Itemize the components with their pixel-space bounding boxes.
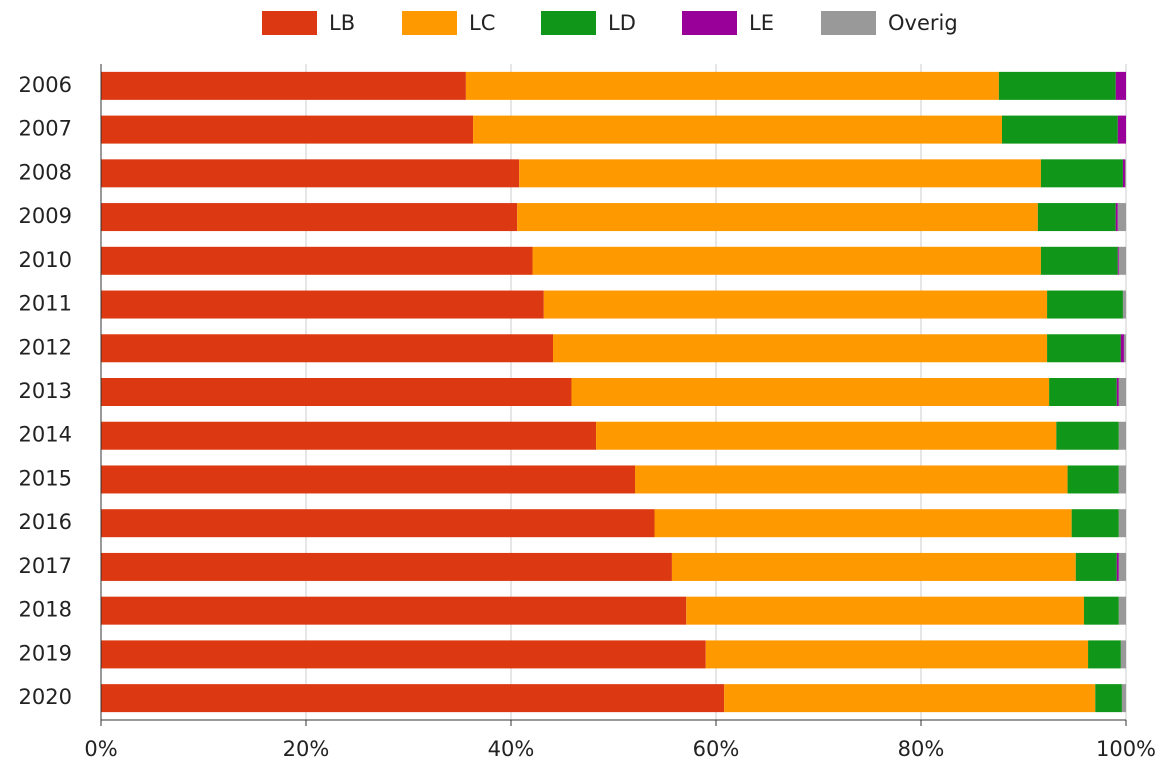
bar-segment [101,421,597,450]
legend-label: Overig [888,11,958,35]
bar-segment [519,159,1041,188]
legend-swatch [262,11,317,35]
y-tick-label: 2006 [19,73,72,97]
bar-segment [465,71,999,100]
bar-segment [532,246,1041,275]
y-tick-label: 2013 [19,379,72,403]
bar-segment [1088,640,1121,669]
bar-segment [553,334,1048,363]
bar-segment [635,465,1068,494]
bar-segment [1040,159,1123,188]
x-tick-label: 40% [488,737,535,761]
bar-segment [101,552,672,581]
bar-segment [1121,684,1126,713]
y-tick-label: 2010 [19,248,72,272]
bar-segment [596,421,1057,450]
bar-segment [101,509,655,538]
bar-segment [705,640,1089,669]
y-tick-label: 2014 [19,423,72,447]
bar-segment [1117,203,1126,232]
y-tick-label: 2011 [19,292,72,316]
bar-segment [1118,465,1126,494]
bar-segment [1047,334,1121,363]
bar-segment [671,552,1076,581]
x-tick-label: 60% [693,737,740,761]
y-tick-label: 2012 [19,335,72,359]
bar-segment [1118,378,1126,406]
bar-segment [101,465,636,494]
bar-segment [1047,290,1123,319]
y-tick-label: 2019 [19,641,72,665]
bar-segment [1075,552,1117,581]
bar-segment [1037,203,1116,232]
bar-segment [1117,246,1119,275]
legend-swatch [682,11,737,35]
y-tick-label: 2016 [19,510,72,534]
x-tick-label: 0% [84,737,117,761]
bar-segment [1118,552,1126,581]
bar-segment [101,203,518,232]
y-tick-label: 2015 [19,466,72,490]
bar-segment [517,203,1038,232]
bar-segment [101,684,725,713]
y-tick-label: 2017 [19,554,72,578]
bar-segment [473,115,1002,144]
bar-segment [1115,71,1126,100]
bar-segment [101,596,687,625]
bar-segment [1123,334,1126,363]
legend-label: LB [329,11,355,35]
bar-segment [101,334,554,363]
bar-segment [1115,203,1118,232]
bar-segment [101,115,474,144]
bar-segment [1120,334,1124,363]
bar-segment [1120,640,1126,669]
y-tick-label: 2018 [19,598,72,622]
bar-segment [686,596,1084,625]
bar-segment [1071,509,1119,538]
legend-swatch [541,11,596,35]
bar-segment [1122,159,1125,188]
bar-segment [1122,290,1126,319]
bar-segment [1118,509,1126,538]
bar-segment [1118,596,1126,625]
bar-segment [1118,421,1126,450]
bar-segment [101,159,520,188]
y-tick-label: 2020 [19,685,72,709]
y-tick-label: 2008 [19,160,72,184]
bar-segment [724,684,1096,713]
bar-segment [101,71,466,100]
x-tick-label: 100% [1096,737,1156,761]
bar-segment [1001,115,1118,144]
bar-segment [1118,246,1126,275]
bar-segment [1049,378,1117,406]
bar-segment [1067,465,1119,494]
bar-segment [1116,378,1119,406]
bar-segment [101,290,544,319]
bar-segment [101,640,706,669]
y-tick-label: 2009 [19,204,72,228]
legend-swatch [402,11,457,35]
bar-segment [1116,552,1119,581]
bar-segment [1124,159,1126,188]
bar-segment [1083,596,1119,625]
bar-segment [998,71,1116,100]
legend-label: LC [469,11,495,35]
legend-label: LD [608,11,636,35]
x-tick-label: 80% [898,737,945,761]
bar-segment [1095,684,1122,713]
bar-segment [101,378,572,406]
legend-swatch [821,11,876,35]
bar-segment [654,509,1072,538]
bar-segment [543,290,1048,319]
y-tick-label: 2007 [19,117,72,141]
bar-segment [1040,246,1118,275]
x-tick-label: 20% [283,737,330,761]
legend-label: LE [749,11,774,35]
bar-segment [1056,421,1119,450]
bar-segment [101,246,533,275]
bar-segment [571,378,1050,406]
bar-segment [1117,115,1126,144]
